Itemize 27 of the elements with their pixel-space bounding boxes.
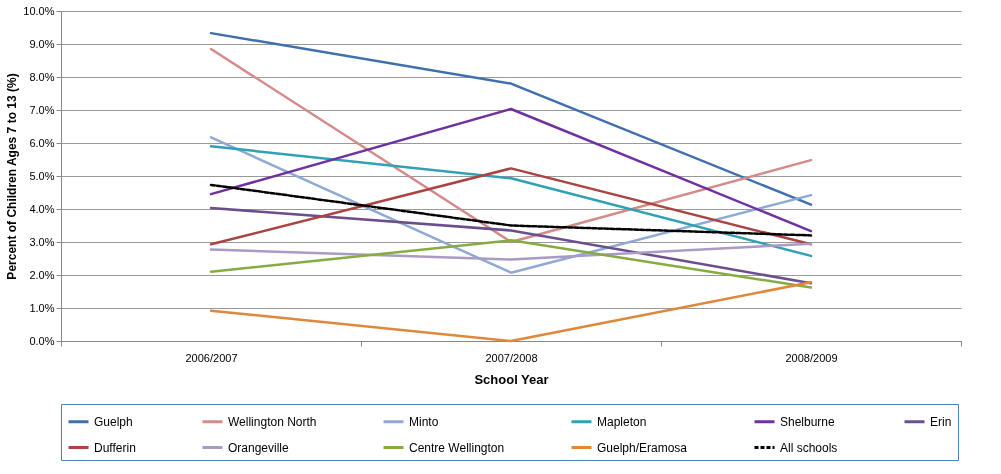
x-tick-label: 2007/2008 xyxy=(485,351,538,364)
legend-label: Wellington North xyxy=(228,414,317,429)
legend-label: Shelburne xyxy=(780,414,836,429)
y-tick-label: 5.0% xyxy=(29,169,55,182)
y-tick-label: 1.0% xyxy=(29,301,55,314)
legend-label: Erin xyxy=(930,414,952,429)
legend-label: Mapleton xyxy=(597,414,647,429)
y-tick-label: 10.0% xyxy=(23,4,55,17)
y-tick-label: 9.0% xyxy=(29,37,55,50)
x-axis-title: School Year xyxy=(474,371,549,387)
y-tick-label: 8.0% xyxy=(29,70,55,83)
y-tick-label: 0.0% xyxy=(29,334,55,347)
legend-label: Orangeville xyxy=(228,440,290,455)
y-tick-label: 4.0% xyxy=(29,202,55,215)
y-tick-label: 3.0% xyxy=(29,235,55,248)
legend-label: Minto xyxy=(409,414,439,429)
legend-label: Guelph xyxy=(94,414,133,429)
x-tick-label: 2008/2009 xyxy=(785,351,838,364)
y-axis-title: Percent of Children Ages 7 to 13 (%) xyxy=(5,73,20,280)
legend-label: Dufferin xyxy=(94,440,136,455)
y-tick-label: 7.0% xyxy=(29,103,55,116)
legend-label: All schools xyxy=(780,440,838,455)
y-tick-label: 2.0% xyxy=(29,268,55,281)
legend-label: Guelph/Eramosa xyxy=(597,440,688,455)
x-tick-label: 2006/2007 xyxy=(185,351,238,364)
legend-label: Centre Wellington xyxy=(409,440,505,455)
y-tick-label: 6.0% xyxy=(29,136,55,149)
